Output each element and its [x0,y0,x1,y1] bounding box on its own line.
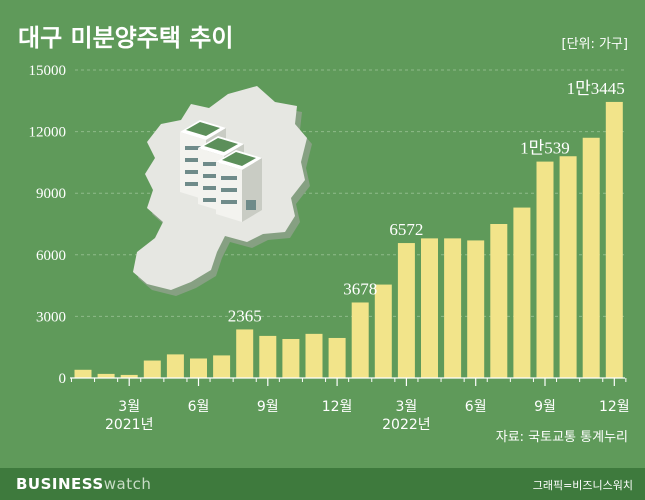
bar-2021-10 [282,338,300,378]
apartment-buildings-icon [180,120,262,222]
y-tick-label: 15000 [29,63,67,79]
x-year-label: 2021년 [105,417,154,433]
x-tick-label: 6월 [465,399,487,415]
chart-title: 대구 미분양주택 추이 [18,24,233,52]
bar-2021-06 [190,358,207,378]
data-labels: 2365 3678 6572 1만539 1만3445 [228,79,625,326]
y-tick-label: 6000 [36,248,66,264]
bar-2022-10 [559,156,577,378]
bar-2021-05 [166,354,184,378]
brand-bold: BUSINESS [16,475,104,493]
footer-bar: BUSINESSwatch 그래픽=비즈니스워치 [0,468,645,500]
x-tick-label: 9월 [257,399,279,415]
bar-2022-09 [536,161,554,378]
map-illustration [133,86,312,296]
data-label: 3678 [343,279,377,298]
data-label: 1만3445 [567,79,625,98]
x-tick-label: 12월 [322,399,353,415]
bar-2022-03 [397,243,415,378]
x-tick-label: 3월 [396,399,418,415]
data-label: 2365 [228,306,262,325]
bar-2022-02 [374,284,392,378]
bar-2022-07 [490,224,508,378]
bar-2022-06 [467,240,485,378]
y-tick-label: 9000 [36,186,66,202]
bar-2021-09 [259,335,277,378]
bar-chart: 0 3000 6000 9000 12000 15000 [18,24,630,445]
bar-2021-12 [328,337,346,378]
x-axis: 3월 6월 9월 12월 3월 6월 9월 12월 2021년 2022년 [70,377,630,433]
y-tick-label: 3000 [36,309,66,325]
brand-light: watch [103,475,152,493]
source-label: 자료: 국토교통 통계누리 [496,430,628,445]
bar-2022-01 [351,302,369,378]
x-tick-label: 12월 [599,399,630,415]
bar-2022-11 [582,137,600,378]
unit-label: [단위: 가구] [562,37,629,52]
x-tick-label: 6월 [188,399,210,415]
x-year-label: 2022년 [382,417,431,433]
data-label: 1만539 [520,139,570,158]
bar-2021-02 [97,373,115,378]
brand-logo: BUSINESSwatch [16,475,151,493]
bars [74,101,623,379]
graphic-credit: 그래픽=비즈니스워치 [532,479,633,492]
bar-2022-04 [421,238,438,378]
bar-2022-12 [605,101,623,379]
gridlines: 0 3000 6000 9000 12000 15000 [29,63,625,387]
bar-2021-07 [213,355,231,378]
x-tick-label: 9월 [534,399,556,415]
bar-2022-05 [444,238,462,378]
data-label: 6572 [389,220,423,239]
bar-2021-04 [143,360,161,378]
x-tick-label: 3월 [118,399,140,415]
bar-2021-11 [305,333,323,378]
bar-2021-01 [74,369,92,378]
bar-2021-03 [120,374,138,378]
y-tick-label: 0 [59,371,67,387]
bar-2021-08 [236,329,254,378]
bar-2022-08 [513,207,531,378]
y-tick-label: 12000 [29,125,67,141]
